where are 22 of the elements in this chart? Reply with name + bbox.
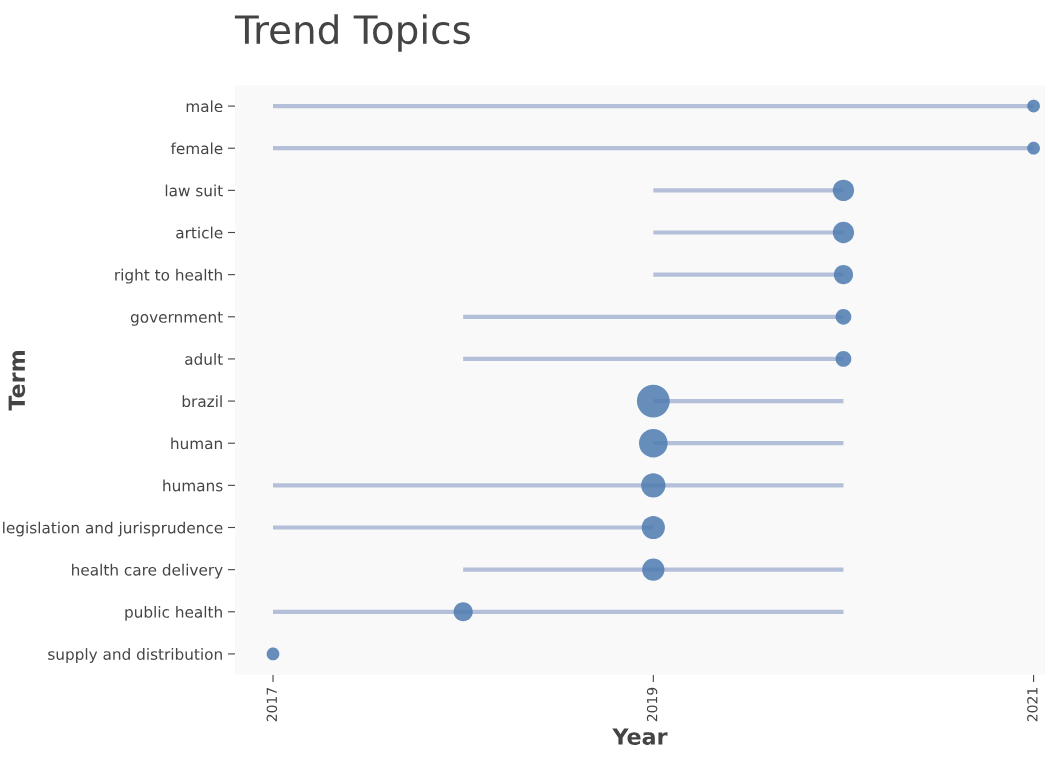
x-axis-title: Year — [612, 728, 668, 745]
y-tick-label: law suit — [165, 184, 223, 197]
chart-title: Trend Topics — [234, 14, 470, 52]
y-tick-label: brazil — [182, 395, 222, 408]
y-tick-label: right to health — [115, 268, 222, 284]
bar — [273, 609, 844, 614]
x-tick-label: 2019 — [646, 687, 658, 722]
y-tick-label: human — [171, 437, 222, 450]
y-tick-label: supply and distribution — [48, 648, 222, 663]
y-tick-label: humans — [163, 479, 223, 492]
y-tick-label: public health — [125, 605, 222, 621]
y-tick-label: article — [176, 226, 223, 239]
bar — [273, 483, 844, 488]
x-tick-label: 2021 — [1027, 688, 1038, 722]
y-axis-title: Term — [8, 351, 26, 411]
y-tick-label: legislation and jurisprudence — [3, 521, 223, 537]
y-tick-label: female — [170, 142, 223, 155]
y-tick-label: male — [186, 100, 223, 113]
x-tick-label: 2017 — [266, 687, 278, 722]
y-tick-label: government — [130, 311, 223, 326]
y-tick-label: adult — [185, 353, 223, 365]
y-tick-label: health care delivery — [72, 563, 223, 579]
